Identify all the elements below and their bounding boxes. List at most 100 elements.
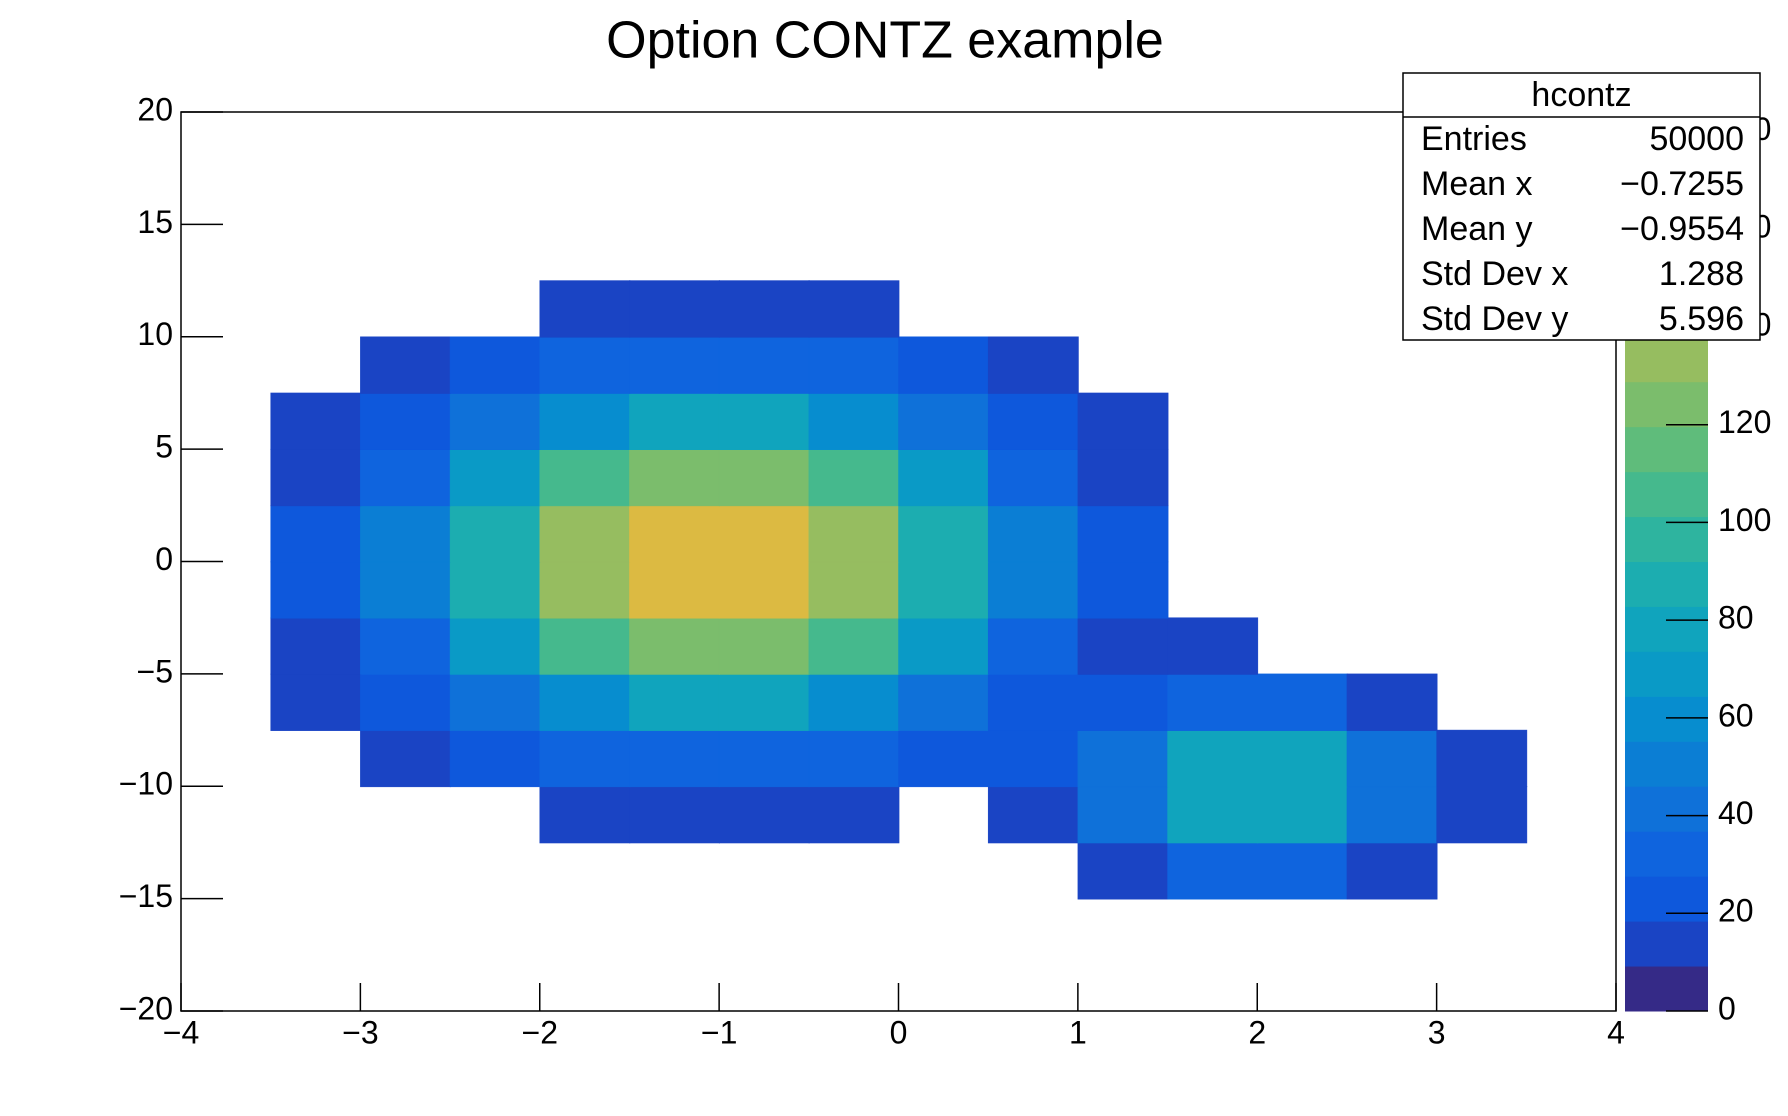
contour-cell	[718, 336, 810, 394]
contour-cell	[987, 617, 1079, 675]
contour-cell	[1257, 729, 1348, 788]
x-tick-label: −3	[342, 1014, 378, 1050]
contour-cell	[1346, 673, 1438, 731]
stats-label: Mean x	[1421, 165, 1533, 203]
palette-band	[1625, 426, 1708, 473]
contour-cell	[987, 673, 1079, 731]
contour-cell	[539, 786, 631, 844]
contour-cell	[1257, 673, 1348, 731]
palette-band	[1625, 561, 1708, 607]
z-tick-label: 100	[1718, 502, 1771, 538]
contour-cell	[270, 505, 362, 563]
contour-cell	[539, 336, 631, 394]
y-tick-label: −15	[119, 878, 173, 914]
contour-cell	[449, 336, 541, 394]
contour-cell	[987, 729, 1079, 788]
contour-cell	[1167, 729, 1259, 788]
contour-cell	[629, 448, 720, 507]
contour-cell	[449, 561, 541, 619]
palette-band	[1625, 696, 1708, 742]
y-tick-label: 0	[155, 541, 173, 577]
contour-cell	[898, 673, 990, 731]
palette-band	[1625, 651, 1708, 697]
contour-cell	[629, 786, 720, 844]
palette-band	[1625, 471, 1708, 518]
stats-label: Entries	[1421, 120, 1527, 158]
palette-band	[1625, 336, 1708, 383]
contour-cell	[898, 561, 990, 619]
contour-cell	[987, 561, 1079, 619]
contour-cell	[808, 505, 900, 563]
contour-cell	[1077, 617, 1169, 675]
contour-cell	[629, 561, 720, 619]
contour-cell	[987, 505, 1079, 563]
contour-cell	[449, 392, 541, 450]
contour-cell	[808, 448, 900, 507]
contour-cell	[898, 336, 990, 394]
contour-cell	[718, 392, 810, 450]
contour-cell	[718, 561, 810, 619]
contour-cell	[1436, 729, 1528, 788]
contour-cell	[270, 561, 362, 619]
contour-cell	[360, 448, 451, 507]
contour-cell	[629, 505, 720, 563]
stats-value: −0.9554	[1620, 210, 1744, 248]
contour-cell	[270, 673, 362, 731]
z-tick-label: 20	[1718, 893, 1754, 929]
y-tick-label: −5	[137, 653, 173, 689]
palette-band	[1625, 831, 1708, 877]
contour-cell	[360, 336, 451, 394]
contour-cell	[718, 617, 810, 675]
contour-cell	[449, 448, 541, 507]
x-tick-label: −2	[522, 1014, 558, 1050]
contour-cell	[270, 392, 362, 450]
contour-cell	[808, 617, 900, 675]
contour-cell	[718, 505, 810, 563]
x-tick-label: 0	[890, 1014, 908, 1050]
palette-band	[1625, 966, 1708, 1012]
contour-cell	[1077, 673, 1169, 731]
contour-cell	[898, 729, 990, 788]
contour-cell	[629, 729, 720, 788]
z-tick-label: 120	[1718, 404, 1771, 440]
contour-cell	[1346, 842, 1438, 900]
contour-cell	[1077, 448, 1169, 507]
palette-band	[1625, 741, 1708, 787]
y-tick-label: −20	[119, 990, 173, 1026]
palette-band	[1625, 786, 1708, 832]
contour-cell	[629, 617, 720, 675]
y-tick-label: 15	[137, 204, 173, 240]
contour-cell	[987, 336, 1079, 394]
contour-cell	[629, 280, 720, 338]
stats-value: 1.288	[1659, 255, 1744, 293]
contour-cell	[539, 392, 631, 450]
contour-cell	[1167, 842, 1259, 900]
contour-cell	[1077, 505, 1169, 563]
x-tick-label: −4	[163, 1014, 199, 1050]
contour-cell	[1436, 786, 1528, 844]
contour-cell	[1077, 786, 1169, 844]
contour-cell	[270, 617, 362, 675]
contour-cell	[898, 448, 990, 507]
contour-cell	[539, 448, 631, 507]
contour-cell	[898, 392, 990, 450]
contour-cell	[539, 729, 631, 788]
y-tick-label: 10	[137, 316, 173, 352]
contour-cell	[987, 448, 1079, 507]
stats-label: Std Dev y	[1421, 300, 1568, 338]
contour-cell	[539, 617, 631, 675]
contour-cell	[1077, 392, 1169, 450]
contour-cell	[1167, 617, 1259, 675]
contour-cell	[629, 392, 720, 450]
x-tick-label: −1	[701, 1014, 737, 1050]
contour-cell	[1257, 842, 1348, 900]
palette-band	[1625, 606, 1708, 652]
contour-cell	[449, 505, 541, 563]
x-tick-label: 3	[1428, 1014, 1446, 1050]
y-tick-label: 5	[155, 429, 173, 465]
contour-cell	[1167, 673, 1259, 731]
y-tick-label: −10	[119, 766, 173, 802]
contour-cell	[629, 673, 720, 731]
palette-band	[1625, 381, 1708, 428]
